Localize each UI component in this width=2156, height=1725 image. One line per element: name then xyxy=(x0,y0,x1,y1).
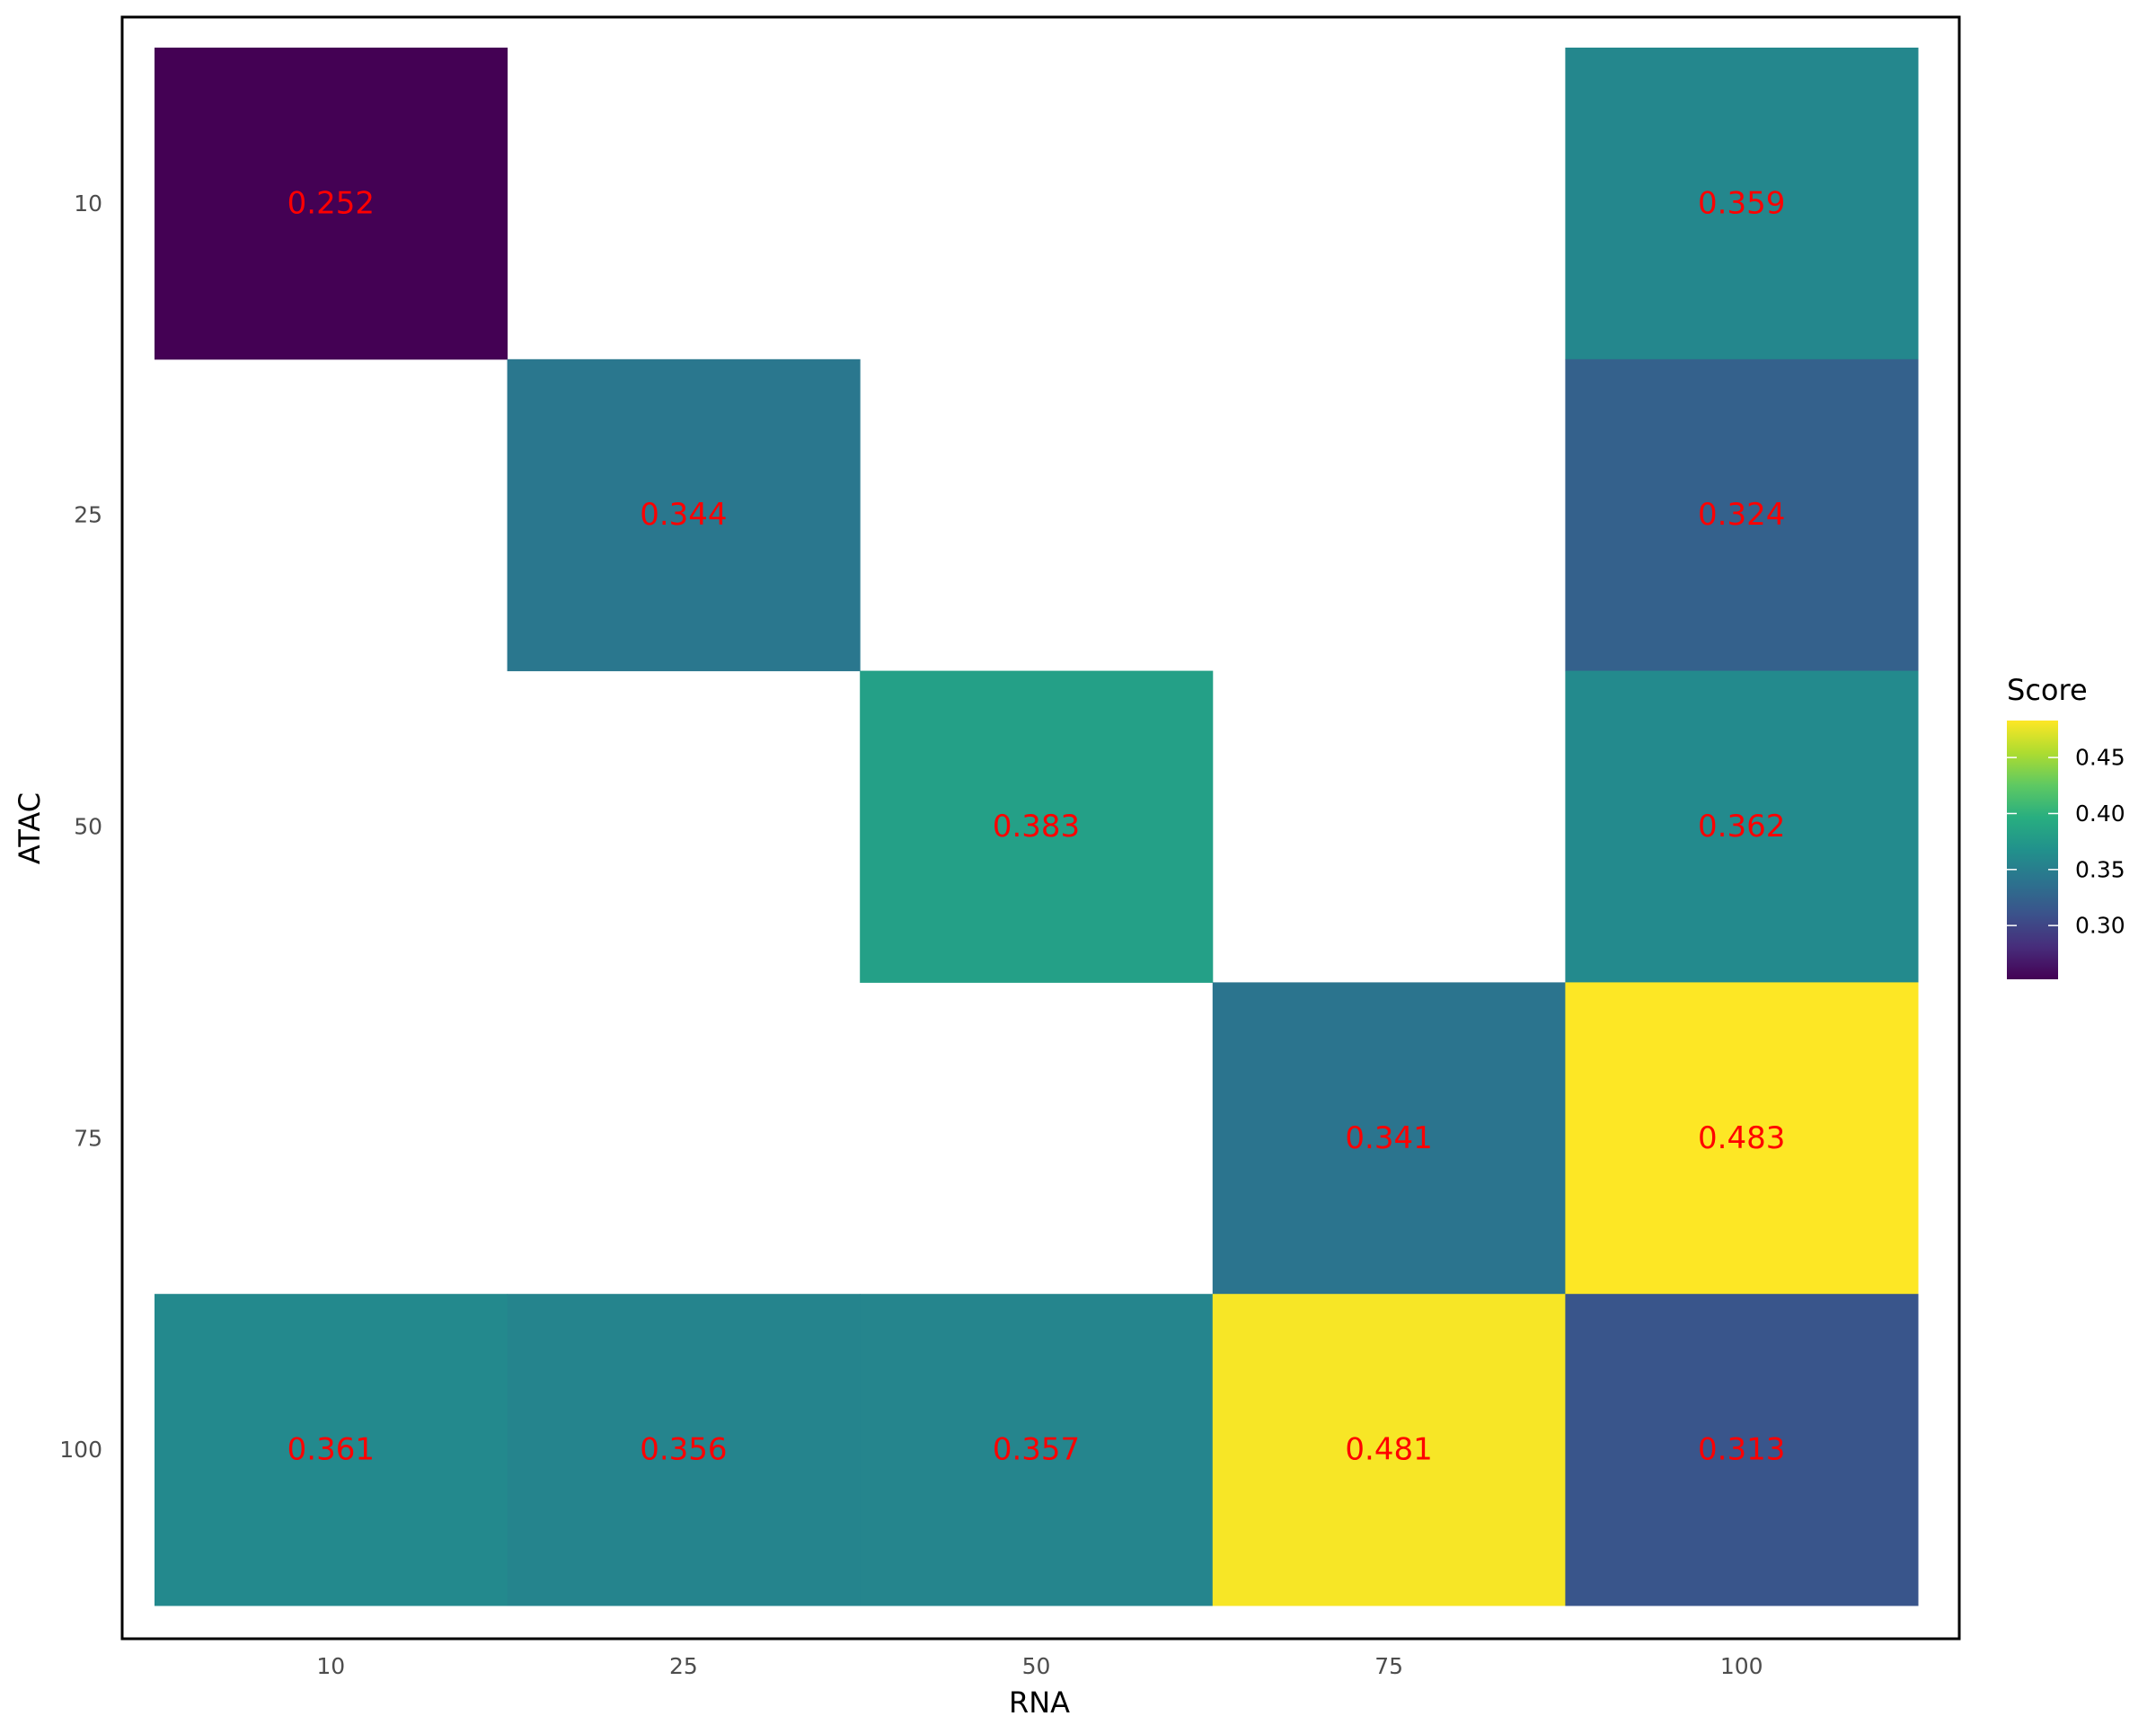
legend-colorbar xyxy=(2007,721,2058,979)
heatmap-cell-rna-25-atac-100 xyxy=(507,1294,861,1606)
cell-value-label: 0.362 xyxy=(1698,809,1785,845)
legend-title: Score xyxy=(2007,673,2088,707)
heatmap-cell-rna-100-atac-10 xyxy=(1565,48,1919,360)
y-axis-tick-labels: 10 25 50 75 100 xyxy=(59,190,102,1463)
heatmap-cell-rna-100-atac-100 xyxy=(1565,1294,1919,1606)
heatmap-cell-rna-75-atac-100 xyxy=(1212,1294,1566,1606)
heatmap-cell-rna-10-atac-10 xyxy=(155,48,508,360)
cell-value-label: 0.383 xyxy=(993,809,1080,845)
cell-value-label: 0.252 xyxy=(287,185,375,221)
legend-tick-label: 0.35 xyxy=(2075,856,2125,882)
cell-value-label: 0.356 xyxy=(640,1432,727,1468)
legend-tick-label: 0.45 xyxy=(2075,745,2125,771)
heatmap-cell-rna-50-atac-50 xyxy=(860,670,1214,983)
x-tick-label: 10 xyxy=(316,1653,345,1679)
cell-value-label: 0.344 xyxy=(640,497,727,533)
x-tick-label: 75 xyxy=(1374,1653,1403,1679)
heatmap-cell-rna-10-atac-100 xyxy=(155,1294,508,1606)
cell-value-label: 0.357 xyxy=(993,1432,1080,1468)
cell-value-label: 0.483 xyxy=(1698,1120,1785,1156)
x-tick-label: 25 xyxy=(669,1653,698,1679)
heatmap-cells xyxy=(155,48,1919,1606)
x-axis-title: RNA xyxy=(1009,1685,1070,1720)
x-tick-label: 50 xyxy=(1022,1653,1051,1679)
panel-border xyxy=(120,15,1961,1641)
y-tick-label: 75 xyxy=(74,1125,102,1151)
y-tick-label: 100 xyxy=(59,1437,102,1463)
cell-value-label: 0.359 xyxy=(1698,185,1785,221)
heatmap-cell-rna-75-atac-75 xyxy=(1212,982,1566,1295)
y-axis-title: ATAC xyxy=(13,792,47,864)
heatmap-cell-rna-100-atac-75 xyxy=(1565,982,1919,1295)
cell-value-label: 0.324 xyxy=(1698,497,1785,533)
y-tick-label: 10 xyxy=(74,190,102,217)
x-axis-tick-labels: 10 25 50 75 100 xyxy=(316,1653,1763,1679)
x-tick-label: 100 xyxy=(1720,1653,1763,1679)
y-tick-label: 25 xyxy=(74,502,102,528)
legend-tick-label: 0.30 xyxy=(2075,913,2125,939)
color-legend: Score 0.30 0.35 0.40 0.45 xyxy=(2007,673,2125,979)
cell-value-label: 0.341 xyxy=(1345,1120,1432,1156)
heatmap-cell-labels: 0.252 0.359 0.344 0.324 0.383 0.362 0.341 0.483… xyxy=(287,185,1786,1467)
legend-tick-label: 0.40 xyxy=(2075,801,2125,827)
cell-value-label: 0.313 xyxy=(1698,1432,1785,1468)
cell-value-label: 0.361 xyxy=(287,1432,375,1468)
cell-value-label: 0.481 xyxy=(1345,1432,1432,1468)
heatmap-cell-rna-50-atac-100 xyxy=(860,1294,1214,1606)
heatmap-cell-rna-100-atac-25 xyxy=(1565,358,1919,672)
heatmap-cell-rna-25-atac-25 xyxy=(507,358,861,672)
heatmap-cell-rna-100-atac-50 xyxy=(1565,670,1919,983)
legend-ticks: 0.30 0.35 0.40 0.45 xyxy=(2007,745,2125,939)
y-tick-label: 50 xyxy=(74,814,102,840)
